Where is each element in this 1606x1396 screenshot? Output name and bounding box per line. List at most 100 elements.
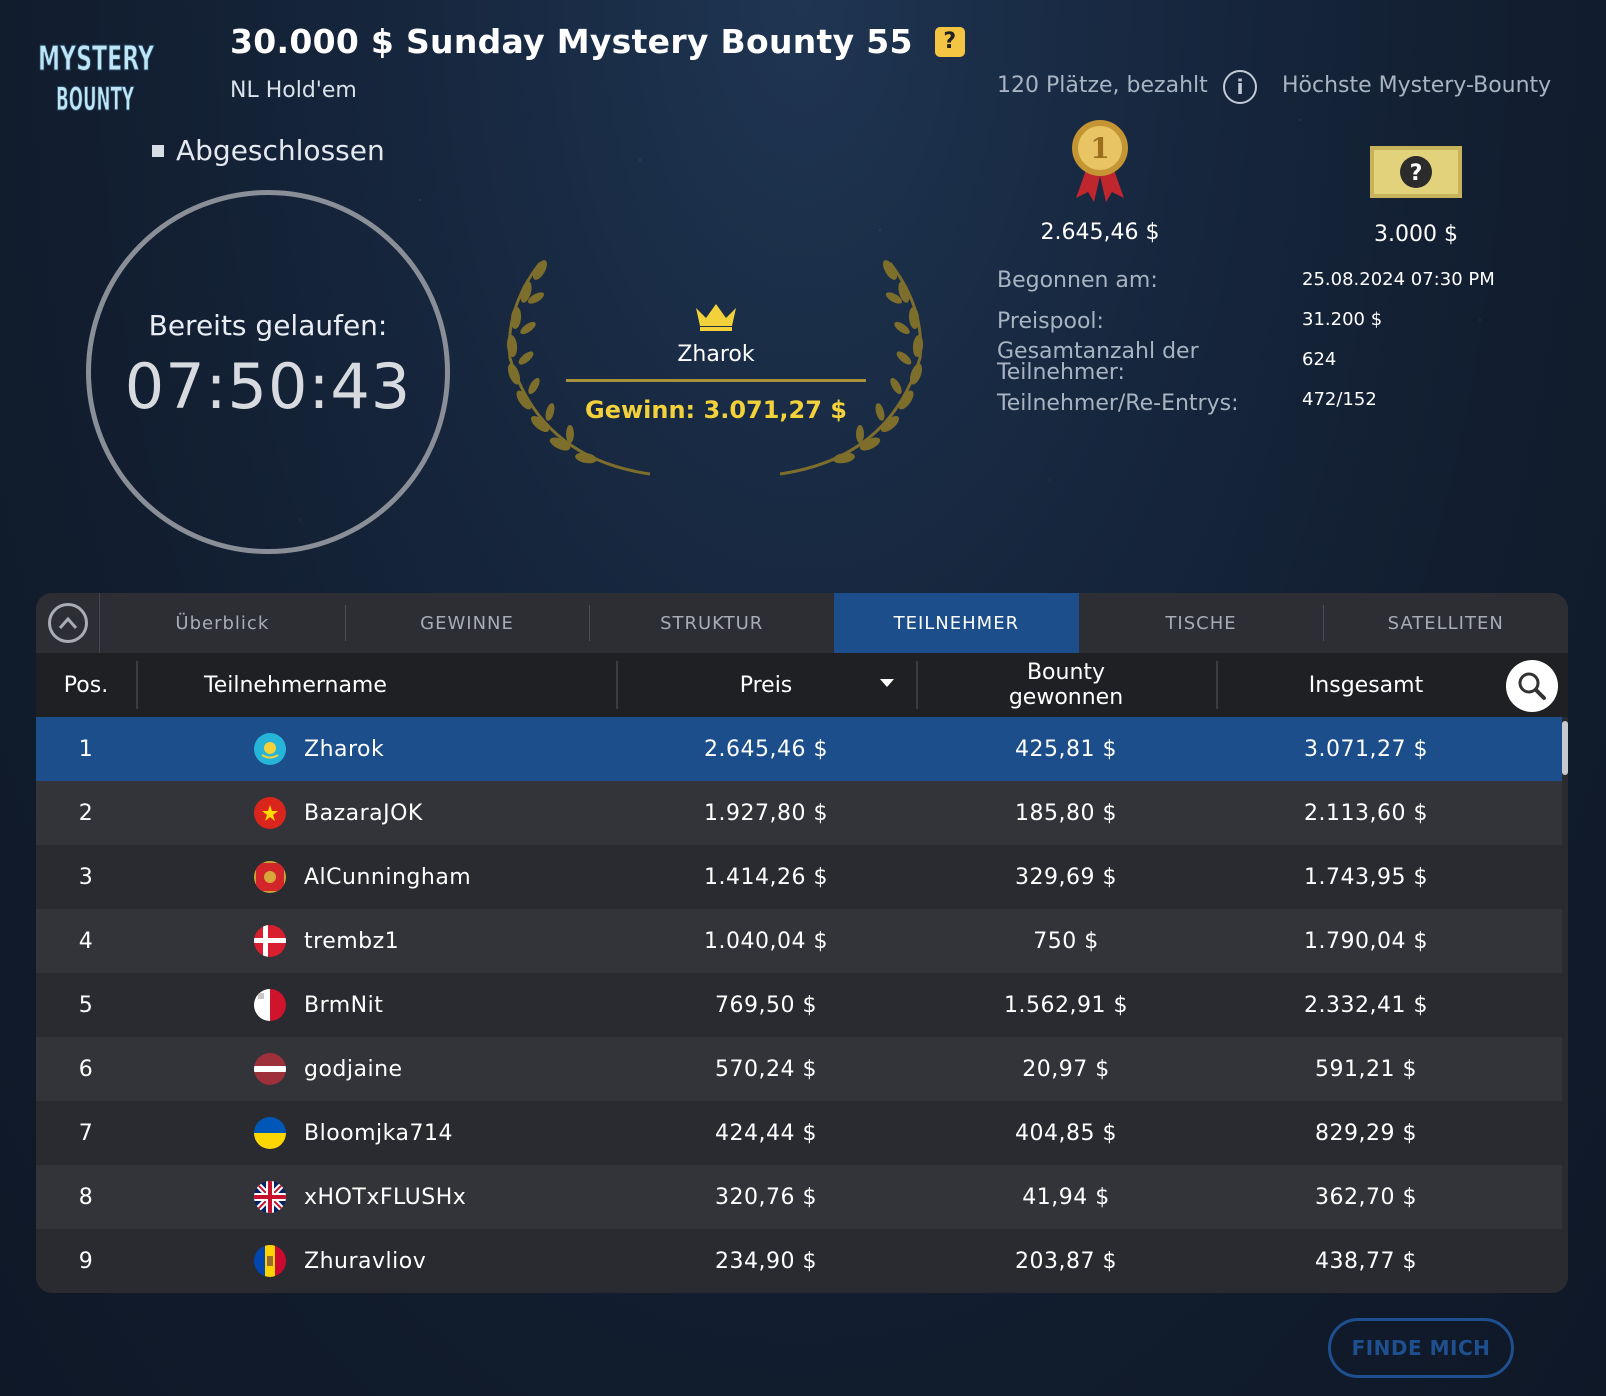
row-prize: 570,24 $ [715, 1056, 817, 1082]
row-total: 362,70 $ [1315, 1184, 1417, 1210]
row-prize: 2.645,46 $ [704, 736, 828, 762]
column-header-prize-label: Preis [739, 672, 793, 698]
tab-payouts[interactable]: GEWINNE [344, 593, 590, 653]
row-prize: 1.414,26 $ [704, 864, 828, 890]
row-total: 591,21 $ [1315, 1056, 1417, 1082]
first-prize-amount: 2.645,46 $ [1040, 220, 1160, 245]
table-row[interactable]: 4 trembz1 1.040,04 $ 750 $ 1.790,04 $ [36, 909, 1568, 973]
info-value-total-entrants: 624 [1302, 349, 1337, 370]
row-total: 829,29 $ [1315, 1120, 1417, 1146]
mystery-ticket-icon: ? [1370, 146, 1462, 198]
table-row[interactable]: 1 Zharok 2.645,46 $ 425,81 $ 3.071,27 $ [36, 717, 1568, 781]
svg-text:MYSTERY: MYSTERY [38, 39, 155, 79]
table-row[interactable]: 9 Zhuravliov 234,90 $ 203,87 $ 438,77 $ [36, 1229, 1568, 1293]
row-prize: 1.040,04 $ [704, 928, 828, 954]
column-header-bounty-label: Bounty gewonnen [1008, 660, 1124, 710]
tournament-status: Abgeschlossen [152, 134, 385, 167]
info-label-total-entrants: Gesamtanzahl der Teilnehmer: [997, 339, 1199, 385]
row-bounty: 1.562,91 $ [1004, 992, 1128, 1018]
tab-structure[interactable]: STRUKTUR [589, 593, 834, 653]
row-prize: 424,44 $ [715, 1120, 817, 1146]
info-label-prizepool: Preispool: [997, 309, 1104, 334]
winner-prize: Gewinn: 3.071,27 $ [585, 396, 847, 424]
row-total: 2.332,41 $ [1304, 992, 1428, 1018]
player-name: trembz1 [304, 928, 400, 954]
row-name-cell: Bloomjka714 [136, 1117, 616, 1149]
column-header-bounty[interactable]: Bounty gewonnen [916, 653, 1216, 717]
column-header-pos[interactable]: Pos. [63, 672, 109, 698]
tab-tables[interactable]: TISCHE [1165, 612, 1237, 634]
player-name: Zhuravliov [304, 1248, 427, 1274]
vietnam-flag-icon [254, 797, 286, 829]
row-bounty: 41,94 $ [1022, 1184, 1110, 1210]
table-row[interactable]: 6 godjaine 570,24 $ 20,97 $ 591,21 $ [36, 1037, 1568, 1101]
table-row[interactable]: 7 Bloomjka714 424,44 $ 404,85 $ 829,29 $ [36, 1101, 1568, 1165]
collapse-button[interactable] [47, 603, 88, 643]
row-prize: 234,90 $ [715, 1248, 817, 1274]
search-button[interactable] [1506, 660, 1558, 712]
player-name: Zharok [304, 736, 385, 762]
table-row[interactable]: 3 AlCunningham 1.414,26 $ 329,69 $ 1.743… [36, 845, 1568, 909]
row-total: 3.071,27 $ [1304, 736, 1428, 762]
info-value-started: 25.08.2024 07:30 PM [1302, 269, 1495, 290]
row-bounty: 404,85 $ [1015, 1120, 1117, 1146]
row-prize: 320,76 $ [715, 1184, 817, 1210]
info-icon[interactable]: i [1223, 70, 1257, 104]
column-header-prize[interactable]: Preis [616, 653, 916, 717]
tab-participants[interactable]: TEILNEHMER [834, 593, 1079, 653]
ukraine-flag-icon [254, 1117, 286, 1149]
table-row[interactable]: 5 BrmNit 769,50 $ 1.562,91 $ 2.332,41 $ [36, 973, 1568, 1037]
table-scrollbar[interactable] [1562, 717, 1568, 1293]
status-label: Abgeschlossen [176, 134, 385, 167]
participants-panel: Überblick GEWINNE STRUKTUR TEILNEHMER TI… [36, 593, 1568, 1293]
row-pos: 9 [78, 1248, 94, 1274]
column-header-total[interactable]: Insgesamt [1216, 653, 1516, 717]
tab-overview[interactable]: Überblick [175, 612, 270, 634]
info-label-reentries: Teilnehmer/Re-Entrys: [997, 391, 1239, 416]
row-name-cell: Zhuravliov [136, 1245, 616, 1277]
chevron-up-icon [58, 616, 77, 629]
row-total: 1.790,04 $ [1304, 928, 1428, 954]
elapsed-timer: Bereits gelaufen: 07:50:43 [86, 190, 450, 554]
find-me-button[interactable]: FINDE MICH [1328, 1318, 1514, 1378]
united-kingdom-flag-icon [254, 1181, 286, 1213]
table-header: Pos. Teilnehmername Preis Bounty gewonne… [36, 653, 1568, 717]
table-row[interactable]: 8 xHOTxFLUSHx 320,76 $ 41,94 $ 362,70 $ [36, 1165, 1568, 1229]
laurel-wreath-icon [506, 260, 924, 476]
column-header-name[interactable]: Teilnehmername [136, 653, 616, 717]
highest-bounty-label: Höchste Mystery-Bounty [1282, 73, 1552, 98]
highest-bounty-amount: 3.000 $ [1374, 222, 1458, 247]
info-label-started: Begonnen am: [997, 268, 1158, 293]
row-bounty: 329,69 $ [1015, 864, 1117, 890]
row-pos: 8 [78, 1184, 94, 1210]
mystery-question-icon[interactable]: ? [934, 26, 965, 57]
scrollbar-thumb[interactable] [1562, 721, 1568, 775]
sort-descending-icon [880, 679, 894, 687]
row-prize: 769,50 $ [715, 992, 817, 1018]
row-bounty: 20,97 $ [1022, 1056, 1110, 1082]
row-pos: 3 [78, 864, 94, 890]
row-name-cell: trembz1 [136, 925, 616, 957]
timer-value: 07:50:43 [124, 350, 412, 423]
row-pos: 5 [78, 992, 94, 1018]
row-total: 438,77 $ [1315, 1248, 1417, 1274]
player-name: xHOTxFLUSHx [304, 1184, 467, 1210]
collapse-panel [36, 593, 100, 653]
table-row[interactable]: 2 BazaraJOK 1.927,80 $ 185,80 $ 2.113,60… [36, 781, 1568, 845]
tournament-title: 30.000 $ Sunday Mystery Bounty 55 [230, 22, 913, 61]
svg-text:?: ? [1410, 161, 1423, 186]
participants-list: 1 Zharok 2.645,46 $ 425,81 $ 3.071,27 $ … [36, 717, 1568, 1293]
tab-satellites[interactable]: SATELLITEN [1323, 593, 1568, 653]
player-name: BazaraJOK [304, 800, 423, 826]
row-name-cell: godjaine [136, 1053, 616, 1085]
player-name: AlCunningham [304, 864, 472, 890]
row-bounty: 185,80 $ [1015, 800, 1117, 826]
info-value-reentries: 472/152 [1302, 389, 1377, 410]
row-pos: 4 [78, 928, 94, 954]
denmark-flag-icon [254, 925, 286, 957]
player-name: Bloomjka714 [304, 1120, 453, 1146]
player-name: godjaine [304, 1056, 403, 1082]
row-name-cell: xHOTxFLUSHx [136, 1181, 616, 1213]
svg-text:BOUNTY: BOUNTY [56, 80, 135, 118]
row-total: 2.113,60 $ [1304, 800, 1428, 826]
